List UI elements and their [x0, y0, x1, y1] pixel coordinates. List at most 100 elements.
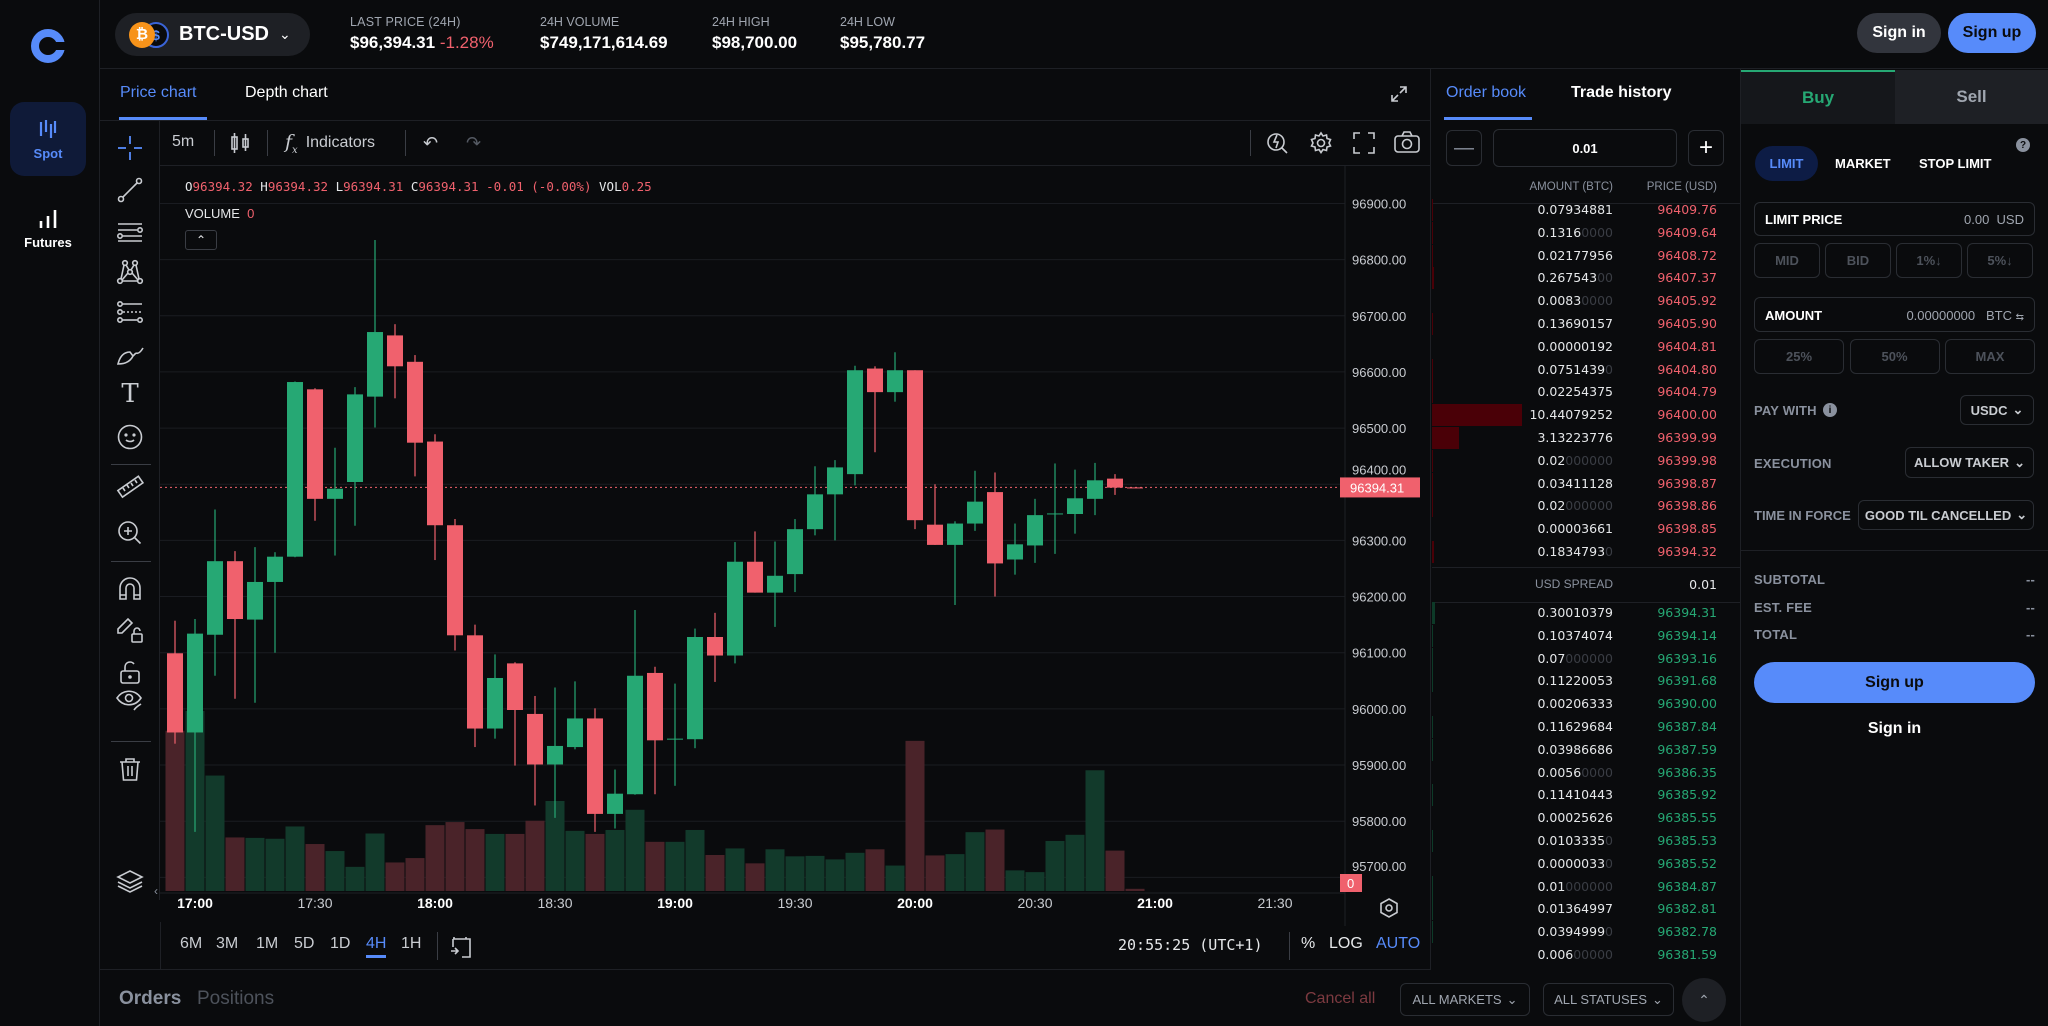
asks-row[interactable]: 10.44079252 96400.00 [1432, 404, 1740, 427]
decrement-button[interactable]: — [1446, 130, 1482, 166]
emoji-icon[interactable] [116, 423, 144, 451]
range-4h[interactable]: 4H [366, 935, 387, 958]
time-in-force-dropdown[interactable]: GOOD TIL CANCELLED ⌄ [1858, 500, 2034, 530]
asks-row[interactable]: 0.02177956 96408.72 [1432, 244, 1740, 267]
asks-row[interactable]: 0.07934881 96409.76 [1432, 199, 1740, 221]
text-tool-icon[interactable]: T [121, 379, 139, 409]
asks-row[interactable]: 0.13160000 96409.64 [1432, 221, 1740, 244]
range-1h[interactable]: 1H [401, 935, 422, 952]
range-1m[interactable]: 1M [256, 935, 279, 952]
asks-row[interactable]: 0.03411128 96398.87 [1432, 472, 1740, 495]
bids-row[interactable]: 0.01000000 96384.87 [1432, 875, 1740, 898]
order-type-stop-limit[interactable]: STOP LIMIT [1919, 156, 1992, 171]
tab-price-chart[interactable]: Price chart [120, 84, 197, 101]
asks-row[interactable]: 0.13690157 96405.90 [1432, 313, 1740, 335]
preset-button[interactable]: MAX [1945, 339, 2035, 374]
preset-button[interactable]: BID [1825, 243, 1891, 278]
bids-row[interactable]: 0.00000330 96385.52 [1432, 853, 1740, 875]
preset-button[interactable]: 25% [1754, 339, 1844, 374]
go-to-date-icon[interactable] [450, 934, 472, 963]
bids-row[interactable]: 0.00560000 96386.35 [1432, 761, 1740, 784]
range-1d[interactable]: 1D [330, 935, 351, 952]
bids-row[interactable]: 0.07000000 96393.16 [1432, 647, 1740, 670]
bids-row[interactable]: 0.01033350 96385.53 [1432, 830, 1740, 852]
tab-order-book[interactable]: Order book [1446, 84, 1527, 101]
zoom-in-icon[interactable] [116, 519, 144, 547]
bids-row[interactable]: 0.00600000 96381.59 [1432, 944, 1740, 966]
coinbase-logo[interactable] [30, 28, 66, 64]
log-toggle[interactable]: LOG [1329, 935, 1363, 952]
pay-with-dropdown[interactable]: USDC ⌄ [1960, 395, 2034, 425]
preset-button[interactable]: 1%↓ [1896, 243, 1962, 278]
limit-price-field[interactable]: LIMIT PRICE 0.00 USD [1754, 202, 2035, 236]
bids-row[interactable]: 0.01364997 96382.81 [1432, 898, 1740, 921]
sell-tab[interactable]: Sell [1895, 70, 2048, 124]
asks-row[interactable]: 0.18347930 96394.32 [1432, 541, 1740, 563]
bids-row[interactable]: 0.03949990 96382.78 [1432, 921, 1740, 944]
increment-input[interactable]: 0.01 [1493, 129, 1677, 167]
settings-gear-icon[interactable] [1309, 131, 1333, 160]
percent-toggle[interactable]: % [1301, 935, 1316, 952]
candlestick-chart[interactable]: 96900.00 96800.00 96700.00 96600.00 96500.00… [160, 166, 1430, 936]
asks-row[interactable]: 0.00000192 96404.81 [1432, 336, 1740, 358]
trash-icon[interactable] [116, 755, 144, 783]
preset-button[interactable]: MID [1754, 243, 1820, 278]
pattern-icon[interactable] [116, 258, 144, 286]
fullscreen-icon[interactable] [1353, 132, 1375, 159]
indicators-button[interactable]: fx Indicators [285, 130, 375, 156]
collapse-legend-button[interactable]: ⌃ [185, 230, 217, 250]
bids-row[interactable]: 0.03986686 96387.59 [1432, 738, 1740, 761]
order-type-market[interactable]: MARKET [1835, 156, 1891, 171]
brush-icon[interactable] [116, 340, 144, 368]
asks-row[interactable]: 0.07514390 96404.80 [1432, 358, 1740, 381]
asks-row[interactable]: 0.02000000 96399.98 [1432, 449, 1740, 472]
positions-tab[interactable]: Positions [197, 988, 275, 1009]
trend-line-icon[interactable] [116, 176, 144, 204]
collapse-toolbar-icon[interactable]: ‹ [154, 884, 158, 898]
tab-depth-chart[interactable]: Depth chart [245, 84, 328, 101]
bids-row[interactable]: 0.11220053 96391.68 [1432, 670, 1740, 693]
unlock-icon[interactable] [116, 658, 144, 686]
lock-drawings-icon[interactable] [116, 616, 144, 644]
eye-icon[interactable] [116, 686, 144, 714]
asks-row[interactable]: 0.02000000 96398.86 [1432, 495, 1740, 518]
candle-type-icon[interactable] [230, 131, 250, 160]
asks-row[interactable]: 0.02254375 96404.79 [1432, 381, 1740, 404]
sign-in-link[interactable]: Sign in [1867, 720, 1922, 737]
range-6m[interactable]: 6M [180, 935, 203, 952]
quick-search-icon[interactable] [1266, 131, 1290, 160]
info-icon[interactable]: i [1823, 403, 1837, 417]
asks-row[interactable]: 0.26754300 96407.37 [1432, 267, 1740, 290]
sign-up-button[interactable]: Sign up [1948, 13, 2036, 53]
bids-row[interactable]: 0.00206333 96390.00 [1432, 693, 1740, 716]
range-3m[interactable]: 3M [216, 935, 239, 952]
bids-row[interactable]: 0.30010379 96394.31 [1432, 602, 1740, 624]
time-axis-settings-icon[interactable] [1380, 898, 1398, 923]
execution-dropdown[interactable]: ALLOW TAKER ⌄ [1905, 447, 2034, 478]
fibonacci-icon[interactable] [116, 298, 144, 326]
auto-toggle[interactable]: AUTO [1376, 935, 1421, 952]
crosshair-icon[interactable] [116, 134, 144, 162]
bids-row[interactable]: 0.11629684 96387.84 [1432, 716, 1740, 738]
magnet-icon[interactable] [116, 575, 144, 603]
sign-up-cta-button[interactable]: Sign up [1754, 662, 2035, 703]
tab-trade-history[interactable]: Trade history [1571, 84, 1672, 101]
order-type-limit[interactable]: LIMIT [1755, 146, 1818, 181]
orders-tab[interactable]: Orders [119, 988, 182, 1009]
increment-button[interactable]: + [1688, 130, 1724, 166]
horizontal-lines-icon[interactable] [116, 218, 144, 246]
expand-orders-button[interactable]: ⌃ [1682, 978, 1726, 1022]
bids-row[interactable]: 0.10374074 96394.14 [1432, 624, 1740, 647]
camera-icon[interactable] [1394, 131, 1420, 158]
bids-row[interactable]: 0.11410443 96385.92 [1432, 784, 1740, 807]
undo-icon[interactable]: ↶ [423, 133, 439, 153]
nav-item-futures[interactable]: Futures [10, 196, 86, 262]
nav-item-spot[interactable]: Spot [10, 102, 86, 176]
bids-row[interactable]: 0.00025626 96385.55 [1432, 807, 1740, 829]
all-statuses-dropdown[interactable]: ALL STATUSES ⌄ [1543, 983, 1674, 1016]
redo-icon[interactable]: ↷ [466, 133, 482, 153]
pair-selector[interactable]: $ ₿ BTC-USD ⌄ [115, 13, 310, 56]
asks-row[interactable]: 3.13223776 96399.99 [1432, 427, 1740, 449]
interval-button[interactable]: 5m [172, 133, 195, 150]
layers-icon[interactable] [116, 867, 144, 895]
